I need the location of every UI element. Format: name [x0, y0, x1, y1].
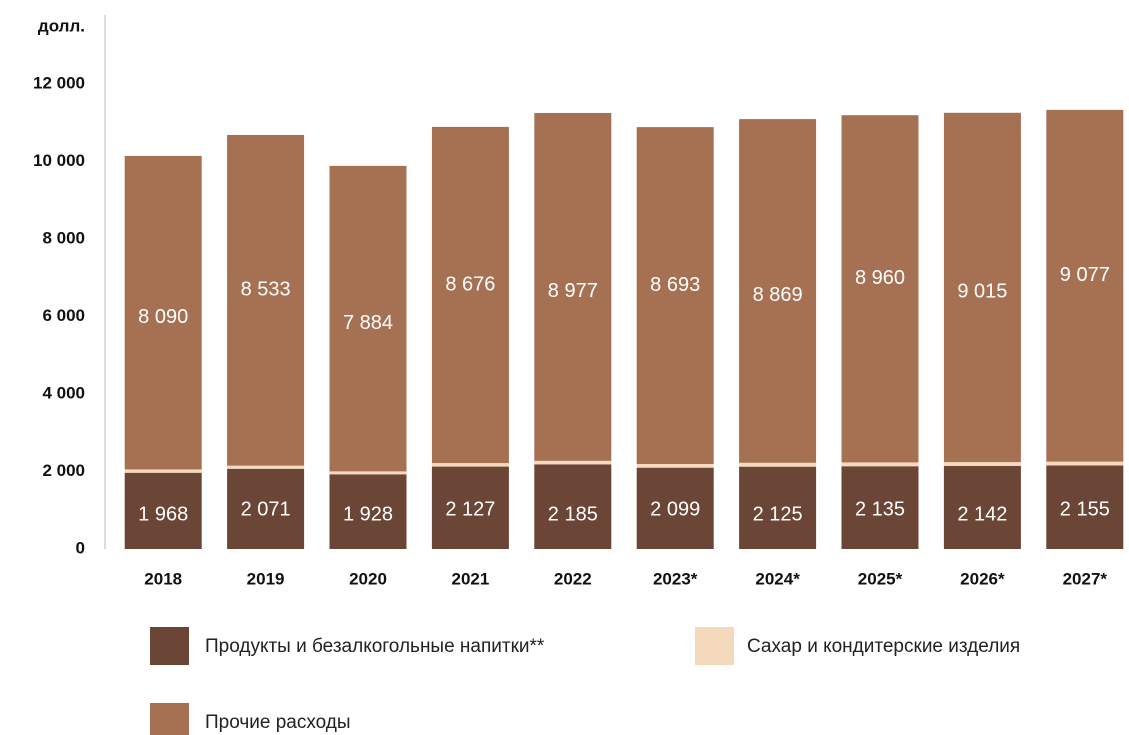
value-label: 8 977	[548, 280, 598, 302]
bar-segment	[1046, 465, 1124, 549]
bar-segment	[943, 465, 1021, 549]
bar-segment	[329, 471, 407, 475]
bar-segment	[227, 134, 305, 466]
value-label: 8 090	[138, 306, 188, 328]
value-label: 8 533	[241, 279, 291, 301]
bar-segment	[534, 464, 612, 549]
bar-segment	[841, 462, 919, 467]
bar-segment	[1046, 461, 1124, 466]
y-tick-label: 8 000	[42, 228, 85, 247]
value-label: 2 155	[1060, 498, 1110, 520]
bar-segment	[124, 472, 202, 549]
legend-label: Прочие расходы	[205, 712, 351, 733]
value-label: 7 884	[343, 312, 393, 334]
value-label: 2 125	[753, 503, 803, 525]
legend-label: Сахар и кондитерские изделия	[747, 636, 1020, 657]
value-label: 2 142	[957, 503, 1007, 525]
x-tick-label: 2026*	[960, 569, 1005, 588]
bar-segment	[943, 112, 1021, 463]
x-tick-label: 2024*	[755, 569, 800, 588]
bar-segment	[124, 469, 202, 473]
x-tick-label: 2022	[554, 569, 592, 588]
value-label: 2 135	[855, 498, 905, 520]
bar-segment	[534, 112, 612, 461]
bar-segment	[739, 119, 817, 463]
bar-segment	[431, 463, 509, 467]
bar-segment	[841, 466, 919, 549]
x-tick-label: 2019	[247, 569, 285, 588]
value-label: 8 676	[445, 273, 495, 295]
y-axis-label: долл.	[38, 16, 85, 35]
value-label: 1 968	[138, 503, 188, 525]
bar-segment	[943, 462, 1021, 466]
y-tick-label: 4 000	[42, 383, 85, 402]
bar-segment	[227, 468, 305, 549]
legend-swatch	[150, 627, 189, 665]
bar-segment	[739, 462, 817, 467]
x-tick-label: 2020	[349, 569, 387, 588]
bar-segment	[329, 474, 407, 549]
bar-segment	[124, 155, 202, 470]
value-label: 2 099	[650, 498, 700, 520]
bar-segment	[1046, 109, 1124, 462]
value-label: 8 960	[855, 267, 905, 289]
bar-segment	[227, 465, 305, 469]
value-label: 2 185	[548, 503, 598, 525]
bar-segment	[636, 463, 714, 468]
bar-segment	[329, 165, 407, 472]
legend-swatch	[150, 703, 189, 735]
value-label: 9 077	[1060, 264, 1110, 286]
y-tick-label: 2 000	[42, 461, 85, 480]
bar-segment	[431, 466, 509, 549]
value-label: 8 693	[650, 274, 700, 296]
x-tick-label: 2027*	[1063, 569, 1108, 588]
legend-label: Продукты и безалкогольные напитки**	[205, 636, 545, 657]
y-tick-label: 0	[76, 538, 85, 557]
bar-segment	[636, 467, 714, 549]
y-tick-label: 10 000	[33, 151, 85, 170]
bar-segment	[739, 466, 817, 549]
bar-segment	[431, 126, 509, 464]
y-tick-label: 6 000	[42, 306, 85, 325]
x-tick-label: 2021	[451, 569, 489, 588]
value-label: 8 869	[753, 284, 803, 306]
x-tick-label: 2025*	[858, 569, 903, 588]
value-label: 2 071	[241, 498, 291, 520]
value-label: 2 127	[445, 498, 495, 520]
bar-segment	[534, 460, 612, 465]
legend-swatch	[695, 627, 734, 665]
value-label: 9 015	[957, 281, 1007, 303]
x-tick-label: 2018	[144, 569, 182, 588]
value-label: 1 928	[343, 503, 393, 525]
bar-segment	[636, 127, 714, 464]
y-tick-label: 12 000	[33, 73, 85, 92]
x-tick-label: 2023*	[653, 569, 698, 588]
bar-segment	[841, 115, 919, 463]
